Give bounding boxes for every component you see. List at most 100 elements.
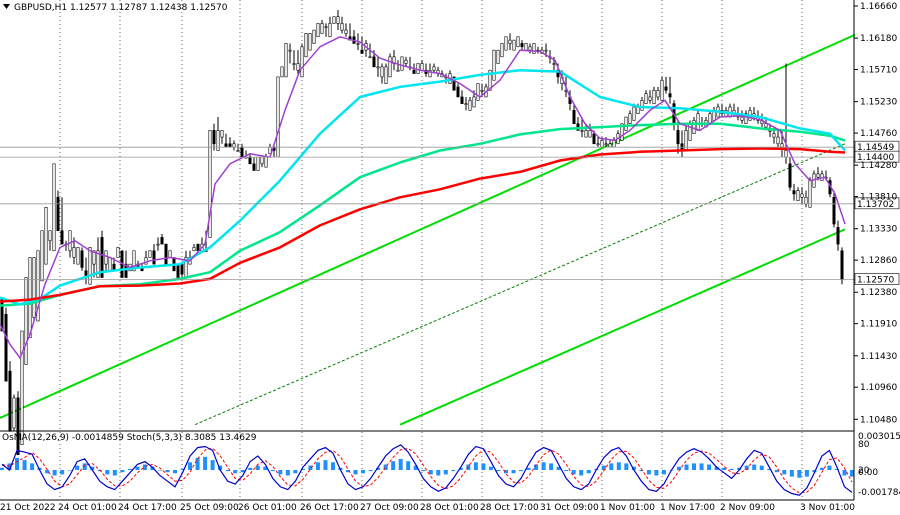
osma-bar [293, 470, 298, 474]
moving-averages [0, 36, 846, 359]
candle-body [768, 130, 772, 132]
candle-body [492, 49, 496, 81]
candle-body [456, 86, 460, 98]
sub-tick-label: 20 [858, 466, 870, 476]
candle-body [220, 130, 224, 138]
candle-body [32, 257, 36, 318]
channel-mid-line [194, 143, 846, 426]
candle-body [68, 230, 72, 252]
candle-body [744, 113, 748, 125]
osma-bar [654, 470, 659, 476]
osma-bar [519, 470, 524, 472]
ema-cyan-line [0, 68, 846, 306]
osma-bar [729, 468, 734, 470]
ma-purple-line [0, 36, 846, 359]
osma-bar [406, 461, 411, 470]
candle-body [192, 247, 196, 252]
x-tick-label: 1 Nov 17:00 [660, 503, 715, 513]
channel-upper-line [0, 33, 856, 419]
candle-body [152, 250, 156, 265]
osma-bar [120, 470, 125, 473]
candle-body [404, 59, 408, 64]
x-tick-label: 26 Oct 17:00 [300, 503, 359, 513]
candle-body [40, 230, 44, 282]
x-tick-label: 21 Oct 2022 [0, 503, 56, 513]
candle-body [472, 96, 476, 108]
osma-bar [782, 470, 787, 475]
trend-channels [0, 33, 856, 426]
osma-bar [692, 463, 697, 470]
candle-body [460, 96, 464, 104]
dropdown-triangle-icon[interactable] [3, 4, 10, 9]
osma-bar [398, 459, 403, 470]
candle-body [336, 16, 340, 24]
candle-body [308, 33, 312, 51]
candle-body [264, 156, 268, 168]
candle-body [144, 257, 148, 265]
candle-body [608, 143, 612, 148]
candle-body [48, 230, 52, 242]
candle-body [240, 146, 244, 158]
osma-bar [827, 465, 832, 470]
candle-body [284, 43, 288, 78]
candle-body [280, 66, 284, 78]
osma-bar [488, 466, 493, 470]
candle-body [292, 63, 296, 65]
candle-body [44, 207, 48, 265]
osma-bar [240, 470, 245, 473]
y-tick-label: 1.10960 [860, 383, 897, 393]
candle-body [100, 237, 104, 278]
ohlc-text: 1.12577 1.12787 1.12438 1.12570 [70, 3, 228, 13]
osma-bar [323, 460, 328, 470]
candle-body [596, 143, 600, 146]
osma-bar [451, 470, 456, 472]
candle-body [104, 250, 108, 265]
candle-body [432, 66, 436, 71]
osma-bar [45, 470, 50, 474]
osma-bar [646, 470, 651, 475]
candle-body [776, 136, 780, 145]
osma-bar [579, 470, 584, 476]
candle-body [72, 247, 76, 258]
candle-body [156, 243, 160, 246]
candle-body [696, 113, 700, 131]
candle-body [168, 250, 172, 258]
osma-bar [188, 462, 193, 470]
candle-body [324, 26, 328, 29]
candle-body [476, 83, 480, 101]
x-tick-label: 3 Nov 01:00 [800, 503, 855, 513]
osma-bar [413, 465, 418, 470]
osma-bar [676, 466, 681, 470]
candle-body [56, 196, 60, 232]
x-tick-label: 24 Oct 17:00 [118, 503, 177, 513]
candle-body [400, 56, 404, 71]
x-tick-label: 1 Nov 01:00 [600, 503, 655, 513]
candle-body [288, 49, 292, 52]
candle-body [368, 56, 372, 59]
y-tick-label: 1.11430 [860, 352, 897, 362]
candle-body [648, 96, 652, 101]
osma-bar [722, 467, 727, 470]
y-tick-label: 1.10480 [860, 415, 897, 425]
y-tick-label: 1.14760 [860, 129, 897, 139]
price-label: 1.12570 [857, 276, 894, 286]
price-label: 1.14400 [857, 153, 894, 163]
candle-body [640, 100, 644, 111]
candle-body [196, 243, 200, 252]
candle-body [604, 143, 608, 146]
candle-body [676, 130, 680, 145]
osma-bar [752, 464, 757, 470]
candle-body [248, 156, 252, 165]
osma-bar [278, 470, 283, 475]
osma-bar [346, 470, 351, 473]
candle-body [260, 156, 264, 165]
candle-body [296, 63, 300, 71]
osma-bar [699, 463, 704, 470]
candle-body [452, 76, 456, 91]
osma-bar [526, 467, 531, 470]
osma-bar [391, 461, 396, 470]
price-label-box [854, 273, 900, 285]
x-tick-label: 31 Oct 09:00 [540, 503, 599, 513]
osma-bar [556, 466, 561, 470]
candle-body [412, 69, 416, 74]
